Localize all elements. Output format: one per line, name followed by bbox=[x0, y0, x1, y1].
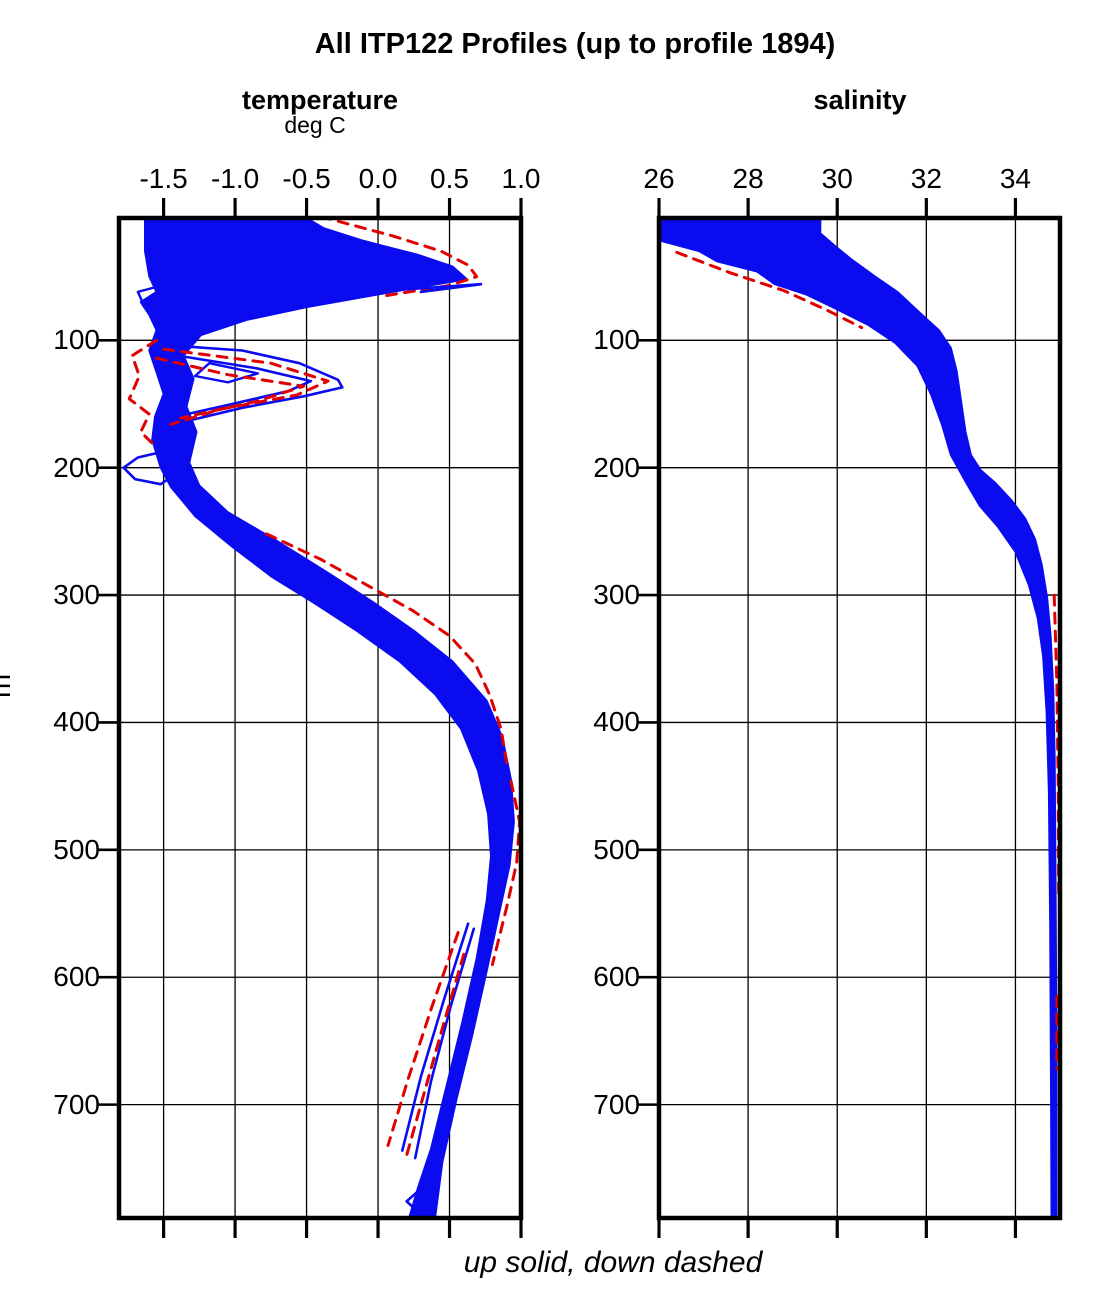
up-profile-left-loop-60m bbox=[136, 282, 170, 313]
down-profile-max-edge-dashed bbox=[490, 779, 521, 966]
salinity-y-tick-label: 200 bbox=[593, 451, 640, 483]
temperature-panel-title: temperature bbox=[241, 85, 399, 115]
salinity-y-tick-label: 700 bbox=[593, 1088, 640, 1120]
salinity-x-tick-label: 28 bbox=[732, 163, 764, 194]
salinity-plot bbox=[637, 198, 1063, 1238]
up-profile-intrusion-inner-loop bbox=[193, 361, 260, 384]
axes-frame bbox=[116, 215, 524, 1221]
temperature-y-tick-label: 200 bbox=[53, 451, 100, 483]
salinity-x-tick-label: 34 bbox=[999, 163, 1032, 194]
up-profile-left-loop-200m bbox=[122, 448, 175, 486]
salinity-x-tick-label: 26 bbox=[643, 163, 675, 194]
temperature-y-tick-label: 400 bbox=[53, 706, 100, 738]
down-profile-right-fringe-dashed bbox=[1052, 593, 1060, 903]
down-profile-deep-outlier-dashed-1 bbox=[386, 931, 460, 1147]
temperature-y-tick-label: 500 bbox=[53, 833, 100, 865]
down-profile-right-of-band-dashed bbox=[265, 532, 509, 765]
axes-frame bbox=[656, 215, 1063, 1221]
salinity-y-tick-label: 500 bbox=[593, 833, 640, 865]
salinity-x-tick-label: 30 bbox=[821, 163, 853, 194]
temperature-x-tick-label: -1.5 bbox=[139, 163, 188, 194]
temperature-plot bbox=[97, 198, 524, 1238]
down-profile-deep-outlier-dashed-2 bbox=[405, 952, 466, 1158]
salinity-y-tick-label: 600 bbox=[593, 961, 640, 993]
temperature-y-tick-label: 100 bbox=[53, 324, 100, 356]
down-profile-upper-fringe-dashed bbox=[675, 250, 864, 330]
salinity-y-tick-label: 100 bbox=[593, 324, 640, 356]
down-profile-intrusion-dashed-2 bbox=[155, 356, 306, 420]
salinity-y-tick-label: 400 bbox=[593, 706, 640, 738]
up-profile-deep-outlier-2 bbox=[413, 927, 476, 1160]
up-profile-bottom-tail bbox=[405, 1187, 423, 1218]
salinity-panel-title: salinity bbox=[813, 85, 907, 115]
figure-title: All ITP122 Profiles (up to profile 1894) bbox=[314, 28, 836, 60]
temperature-units-label: deg C bbox=[284, 112, 346, 138]
legend-caption: up solid, down dashed bbox=[463, 1246, 763, 1279]
up-profile-deep-outlier-1 bbox=[400, 922, 470, 1152]
temperature-y-tick-label: 600 bbox=[53, 961, 100, 993]
temperature-x-tick-label: -0.5 bbox=[282, 163, 331, 194]
salinity-x-tick-label: 32 bbox=[910, 163, 942, 194]
y-axis-unit-label: m bbox=[0, 668, 17, 698]
temperature-x-tick-label: 0.0 bbox=[358, 163, 398, 194]
temperature-x-tick-label: 0.5 bbox=[430, 163, 469, 194]
temperature-y-tick-label: 700 bbox=[53, 1088, 100, 1120]
temperature-x-tick-label: 1.0 bbox=[501, 163, 541, 194]
up-profile-mid-loop-70m bbox=[179, 295, 265, 318]
up-profiles-envelope-solid bbox=[660, 218, 1058, 1218]
salinity-y-tick-label: 300 bbox=[593, 579, 640, 611]
up-profile-wedge-tail bbox=[405, 282, 483, 294]
temperature-x-tick-label: -1.0 bbox=[210, 163, 260, 194]
down-profile-left-excursion-dashed bbox=[127, 338, 158, 449]
temperature-y-tick-label: 300 bbox=[53, 579, 100, 611]
up-profile-intrusion-loop-1 bbox=[169, 344, 344, 422]
